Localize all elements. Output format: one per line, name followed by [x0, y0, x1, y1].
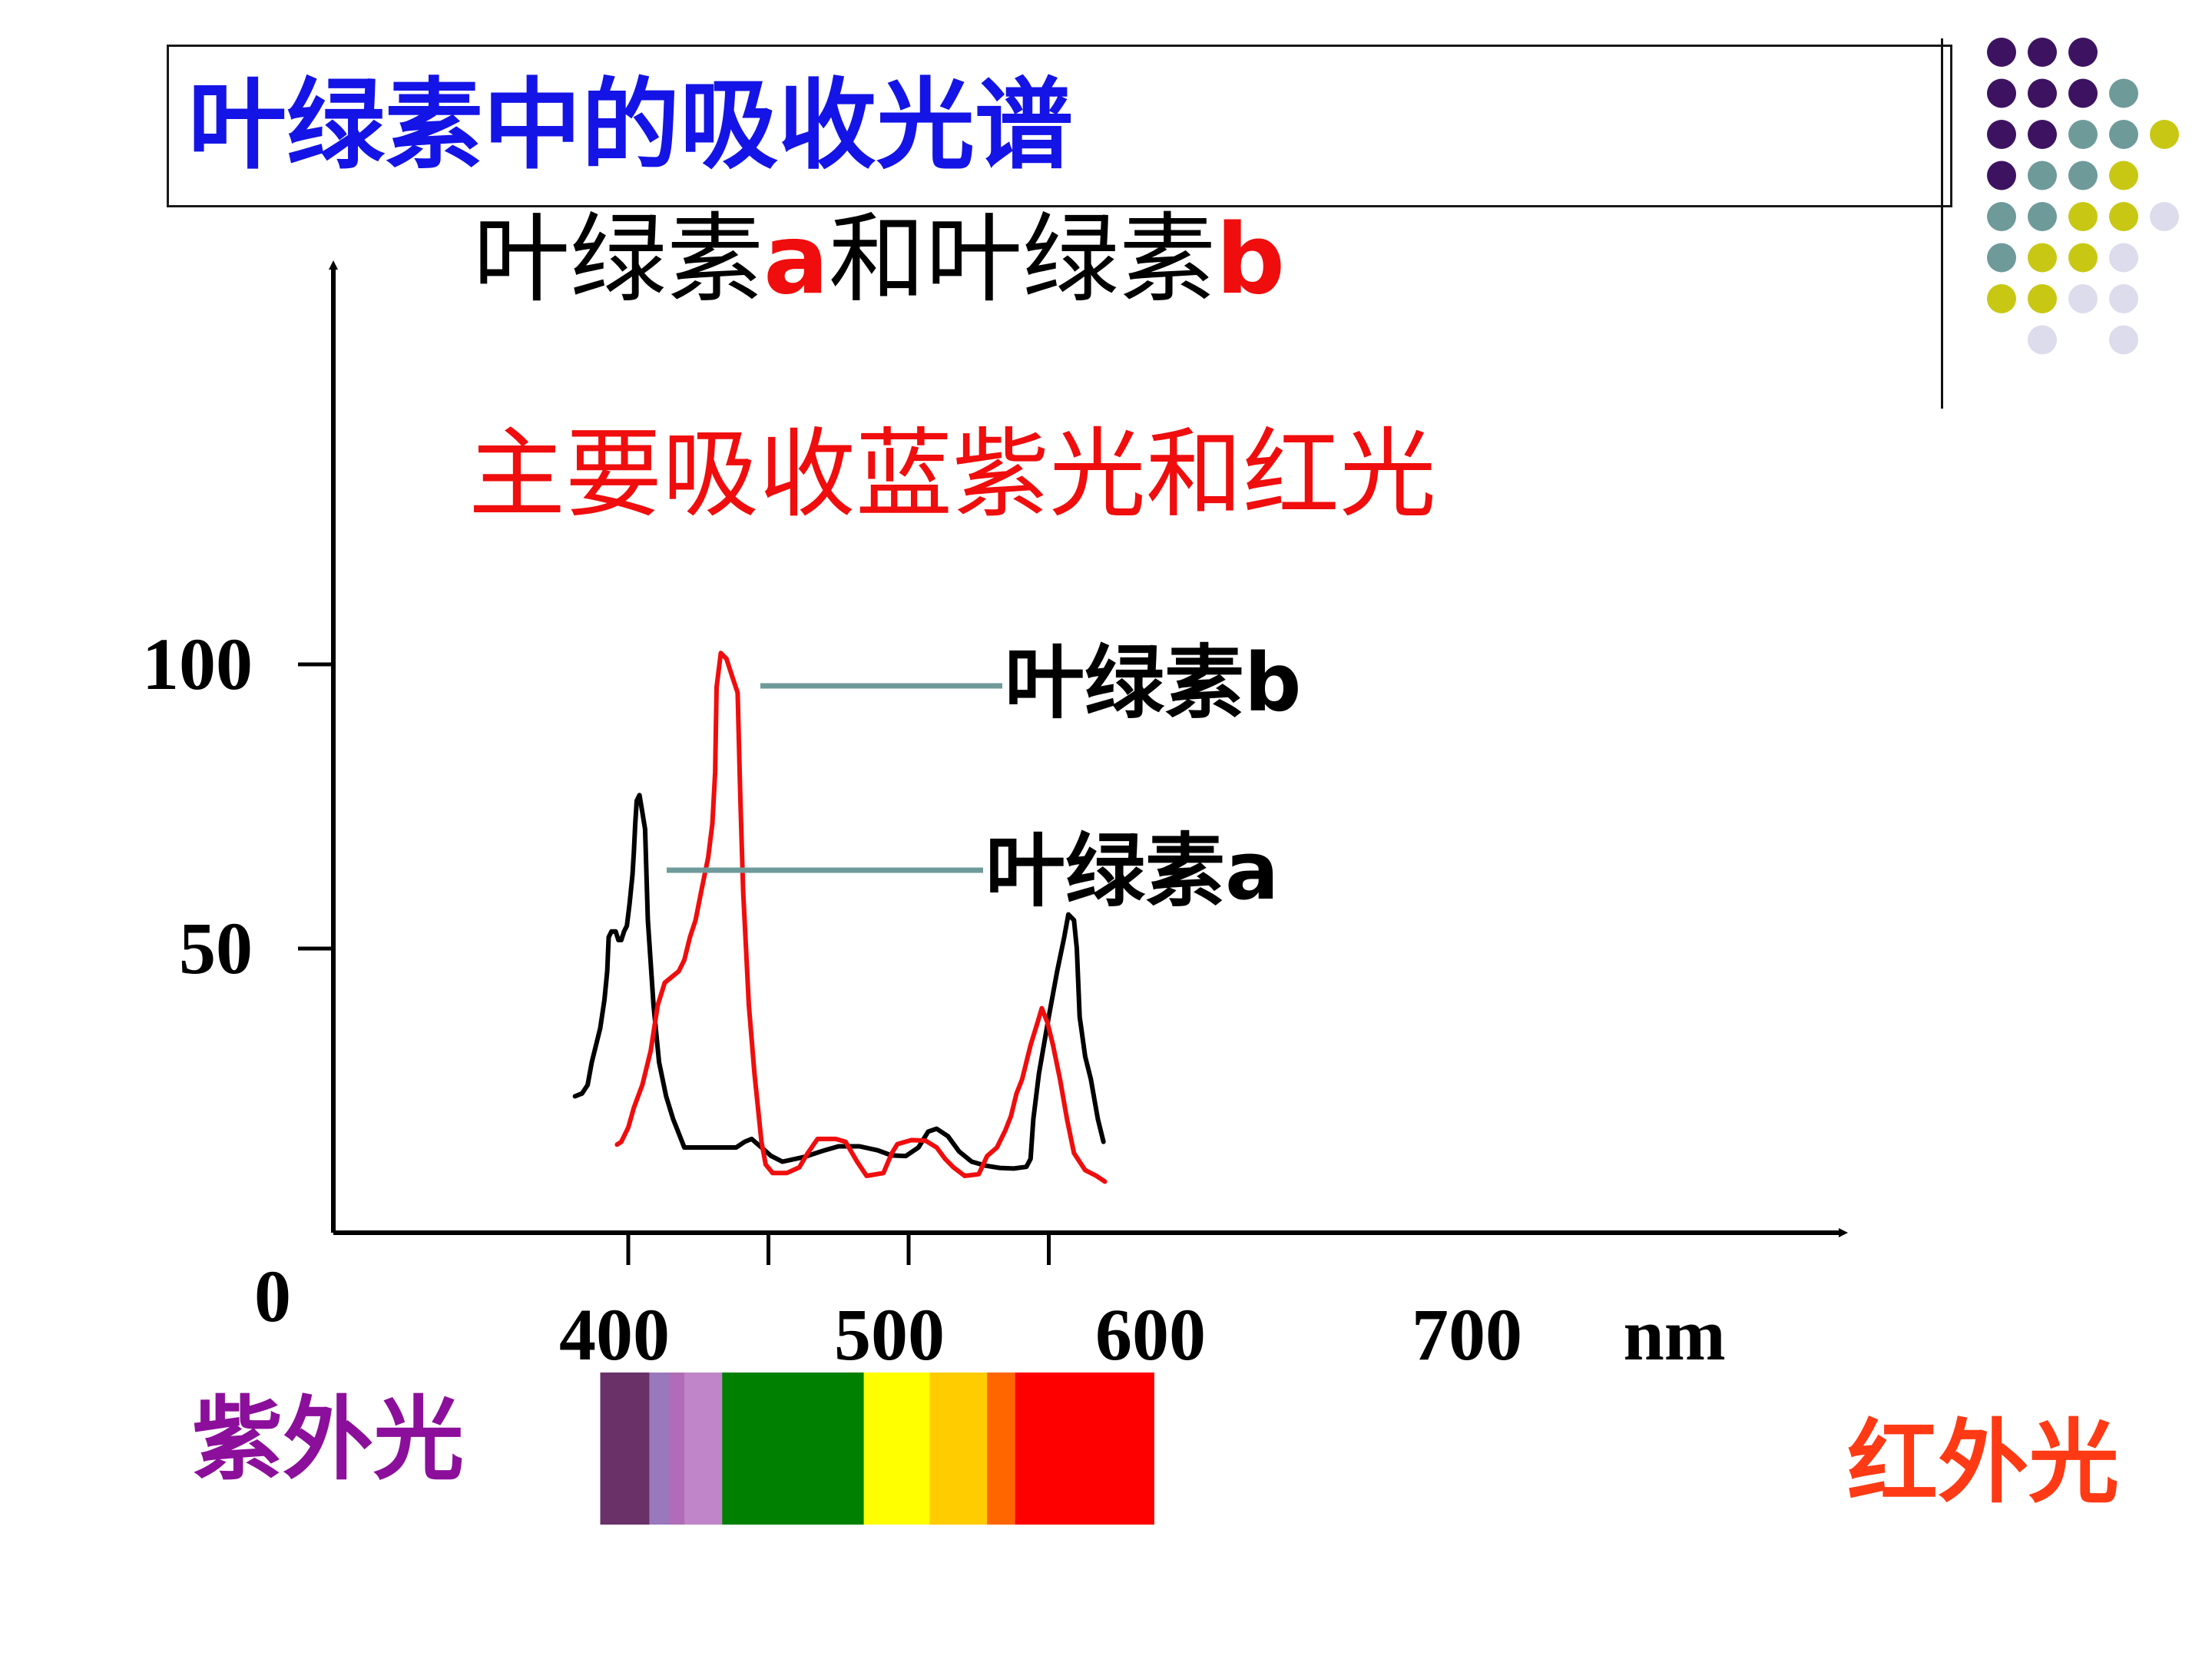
y-tick-label: 50	[179, 907, 253, 989]
callout-label-a: 叶绿素a	[985, 824, 1279, 918]
subtitle-and: 和叶绿素	[829, 203, 1217, 316]
spectrum-band	[863, 1373, 930, 1525]
series-chlorophyll-b-line	[614, 651, 1108, 1184]
decor-dot	[2028, 284, 2057, 313]
ultraviolet-label: 紫外光	[192, 1386, 465, 1492]
decor-dot	[2068, 120, 2098, 149]
decor-dot	[1987, 284, 2016, 313]
spectrum-band	[722, 1373, 865, 1525]
origin-label: 0	[254, 1255, 291, 1337]
spectrum-band	[929, 1373, 988, 1525]
decor-dot	[2109, 325, 2138, 355]
x-tick-label: 600	[1095, 1293, 1206, 1376]
decor-dot	[2109, 243, 2138, 273]
decor-dot	[1987, 78, 2016, 108]
chart-series	[572, 651, 1108, 1184]
spectrum-band	[684, 1373, 723, 1525]
decor-dot	[2109, 78, 2138, 108]
decor-dot	[2028, 161, 2057, 190]
spectrum-band	[1015, 1373, 1154, 1525]
x-tick-label: 500	[834, 1293, 945, 1376]
spectrum-band	[600, 1373, 650, 1525]
absorption-note: 主要吸收蓝紫光和红光	[469, 418, 1436, 531]
decor-dot	[2028, 78, 2057, 108]
decor-dot	[2068, 38, 2098, 67]
decor-dot	[2068, 78, 2098, 108]
x-tick-label: 700	[1412, 1293, 1522, 1376]
infrared-label: 红外光	[1847, 1409, 2120, 1515]
decor-dot	[2068, 161, 2098, 190]
decor-divider-line	[1941, 38, 1943, 409]
x-tick-label: 400	[559, 1293, 670, 1376]
callout-label-b: 叶绿素b	[1005, 636, 1301, 730]
spectrum-band	[668, 1373, 685, 1525]
decor-dot	[1987, 243, 2016, 273]
decor-dot	[2150, 202, 2179, 231]
decor-dot	[1987, 120, 2016, 149]
decor-dot	[2028, 38, 2057, 67]
chart-callouts: 叶绿素b 叶绿素a	[667, 636, 1301, 918]
decor-dot	[2028, 202, 2057, 231]
decor-dot	[2028, 325, 2057, 355]
decor-dot	[2109, 202, 2138, 231]
chart-subtitle: 叶绿素a和叶绿素b	[473, 211, 1285, 308]
decor-dot	[2068, 284, 2098, 313]
subtitle-a: a	[763, 203, 830, 316]
decor-dot	[2109, 284, 2138, 313]
decor-dot-grid	[1987, 38, 2179, 355]
decor-dot	[1987, 161, 2016, 190]
y-tick-label: 100	[142, 623, 253, 705]
decor-dot	[2068, 202, 2098, 231]
x-unit-label: nm	[1623, 1293, 1725, 1376]
spectrum-band	[987, 1373, 1016, 1525]
subtitle-b: b	[1216, 203, 1286, 316]
spectrum-bar	[600, 1373, 1154, 1525]
decor-dot	[1987, 38, 2016, 67]
chart-tick-labels: 50 100 0 400 500 600 700 nm	[142, 623, 1726, 1376]
chart-axes	[298, 260, 1848, 1265]
decor-dot	[2109, 120, 2138, 149]
decor-dot	[2109, 161, 2138, 190]
decor-dot	[2028, 243, 2057, 273]
title-frame	[167, 45, 1952, 207]
subtitle-part1: 叶绿素	[473, 203, 763, 316]
spectrum-band	[649, 1373, 670, 1525]
decor-dot	[2150, 120, 2179, 149]
slide-title: 叶绿素中的吸收光谱	[188, 68, 1074, 183]
decor-dot	[2028, 120, 2057, 149]
decor-dot	[1987, 202, 2016, 231]
decor-dot	[2068, 243, 2098, 273]
